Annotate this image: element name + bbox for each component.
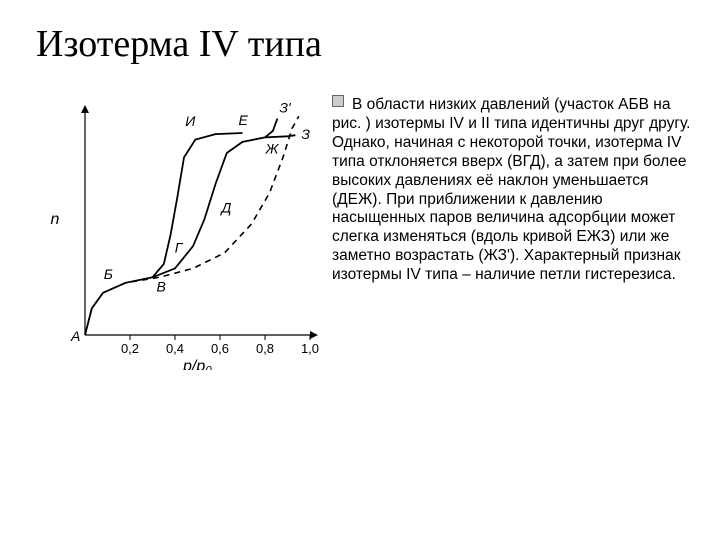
svg-text:З': З' bbox=[279, 99, 292, 115]
svg-text:В: В bbox=[157, 278, 166, 294]
svg-text:0,2: 0,2 bbox=[121, 341, 139, 356]
svg-text:0,6: 0,6 bbox=[211, 341, 229, 356]
bullet-icon bbox=[332, 95, 344, 107]
slide: Изотерма IV типа 0,2 0,4 0,6 0,8 1,0 p/p₀ n А Б В… bbox=[0, 0, 720, 540]
svg-text:Ж: Ж bbox=[265, 141, 280, 157]
svg-text:p/p₀: p/p₀ bbox=[182, 358, 212, 370]
svg-text:И: И bbox=[185, 113, 196, 129]
content-row: 0,2 0,4 0,6 0,8 1,0 p/p₀ n А Б В Г Д И ЕЖ З З' В област… bbox=[30, 95, 692, 520]
svg-text:0,4: 0,4 bbox=[166, 341, 184, 356]
isotherm-chart: 0,2 0,4 0,6 0,8 1,0 p/p₀ n А Б В Г Д И ЕЖ З З' bbox=[30, 95, 320, 520]
svg-text:З: З bbox=[301, 126, 310, 142]
slide-title: Изотерма IV типа bbox=[36, 22, 322, 66]
svg-text:Е: Е bbox=[239, 112, 249, 128]
svg-text:n: n bbox=[51, 211, 60, 228]
svg-text:0,8: 0,8 bbox=[256, 341, 274, 356]
svg-text:А: А bbox=[70, 328, 80, 344]
description-text: В области низких давлений (участок АБВ н… bbox=[332, 96, 690, 283]
chart-svg: 0,2 0,4 0,6 0,8 1,0 p/p₀ n А Б В Г Д И ЕЖ З З' bbox=[30, 95, 320, 370]
svg-text:Б: Б bbox=[104, 266, 113, 282]
svg-text:Д: Д bbox=[220, 199, 232, 215]
svg-text:Г: Г bbox=[175, 239, 184, 255]
description-block: В области низких давлений (участок АБВ н… bbox=[332, 95, 692, 520]
svg-text:1,0: 1,0 bbox=[301, 341, 319, 356]
